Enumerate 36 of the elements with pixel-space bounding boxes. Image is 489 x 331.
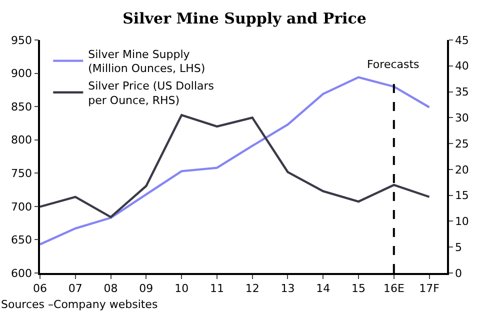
chart-title: Silver Mine Supply and Price — [122, 10, 366, 28]
y2-tick-label: 30 — [454, 112, 469, 125]
legend-label: Silver Price (US Dollars per Ounce, RHS) — [88, 80, 214, 107]
x-tick-label: 07 — [68, 282, 82, 295]
x-tick-label: 17F — [419, 282, 440, 295]
x-tick-label: 06 — [33, 282, 47, 295]
x-tick-label: 15 — [352, 282, 366, 295]
y-tick-label: 650 — [11, 234, 32, 247]
x-tick-label: 10 — [174, 282, 189, 295]
x-tick-label: 16E — [383, 282, 404, 295]
y2-tick-label: 40 — [454, 60, 469, 73]
y2-tick-label: 0 — [454, 266, 462, 280]
x-tick-label: 14 — [316, 282, 330, 295]
y2-tick-label: 45 — [454, 34, 469, 47]
x-tick-label: 08 — [104, 282, 118, 295]
y-tick-label: 800 — [11, 134, 32, 147]
source-note: Sources –Company websites — [1, 298, 158, 311]
x-tick-label: 13 — [280, 282, 295, 295]
y-tick-label: 600 — [11, 266, 32, 280]
x-tick-label: 09 — [139, 282, 154, 295]
y-tick-label: 700 — [11, 200, 32, 214]
y-tick-label: 850 — [11, 100, 32, 114]
x-tick-label: 11 — [210, 282, 224, 295]
y2-tick-label: 35 — [454, 86, 469, 99]
legend-label: Silver Mine Supply (Million Ounces, LHS) — [88, 48, 206, 76]
line-series — [40, 76, 430, 246]
y-tick-label: 900 — [11, 67, 32, 80]
y2-tick-label: 5 — [454, 240, 462, 254]
y2-tick-label: 20 — [454, 163, 469, 176]
y2-tick-label: 10 — [454, 215, 469, 228]
ref-line-label: Forecasts — [367, 58, 420, 71]
y2-tick-label: 25 — [454, 137, 469, 150]
y-tick-label: 750 — [11, 166, 32, 180]
x-tick-label: 12 — [245, 282, 260, 295]
y-tick-label: 950 — [11, 34, 32, 47]
y2-tick-label: 15 — [454, 189, 469, 202]
